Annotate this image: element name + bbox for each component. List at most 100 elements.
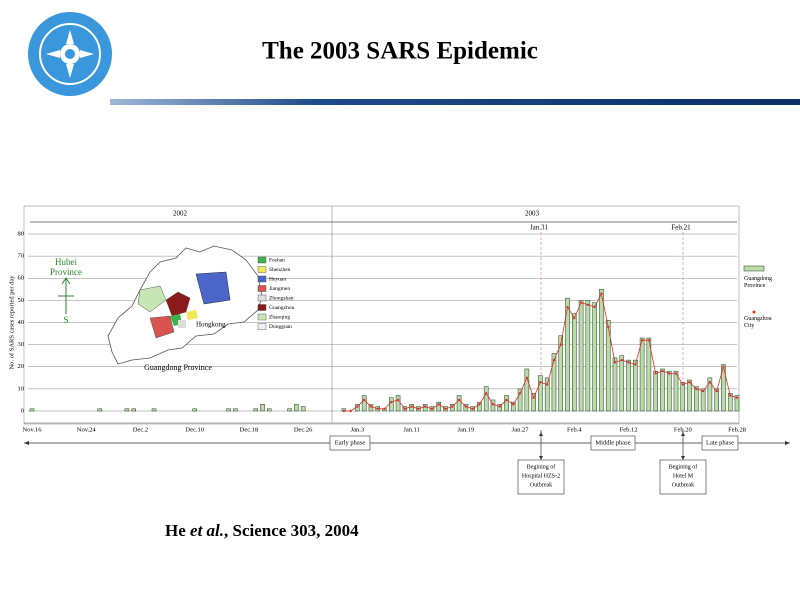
bar — [721, 364, 726, 412]
bar — [633, 359, 638, 412]
bar — [694, 386, 699, 412]
bar — [673, 370, 679, 412]
bar — [639, 337, 645, 412]
slide-title: The 2003 SARS Epidemic — [262, 38, 538, 65]
bar — [619, 355, 625, 412]
bar — [599, 289, 604, 412]
series-point — [403, 407, 407, 410]
bar — [192, 408, 197, 412]
y-tick-label: 50 — [18, 297, 25, 304]
legend-label: Guangdong Province — [744, 276, 772, 289]
series-point — [532, 396, 535, 399]
series-point — [512, 403, 515, 406]
series-point — [708, 381, 712, 384]
bar — [477, 401, 482, 412]
citation-author: He — [165, 521, 186, 540]
x-tick-label: Dec.10 — [185, 426, 204, 433]
phase-label: Early phase — [335, 439, 366, 446]
series-point — [552, 358, 556, 362]
bar — [565, 297, 570, 412]
phase-box — [590, 435, 636, 451]
citation: He et al., Science 303, 2004 — [165, 521, 359, 540]
series-point — [356, 405, 359, 408]
marker-label: Jan.31 — [530, 224, 549, 232]
series-point — [688, 381, 691, 384]
series-point — [423, 405, 427, 408]
compass-label: Province — [50, 267, 82, 277]
event-label: Begining of — [527, 463, 556, 470]
phase-box — [701, 435, 739, 451]
series-point — [681, 383, 684, 386]
event-label: Begining of — [669, 463, 698, 470]
series-point — [620, 358, 623, 362]
x-tick-label: Feb.12 — [620, 426, 638, 433]
series-point — [559, 343, 562, 346]
map-legend-swatch — [257, 323, 267, 330]
series-point — [396, 398, 400, 402]
y-tick-label: 10 — [18, 385, 25, 392]
bar — [687, 379, 692, 412]
bar — [97, 408, 103, 412]
event-box — [517, 459, 565, 495]
bar — [511, 401, 516, 412]
bar — [483, 386, 489, 412]
series-point — [607, 325, 610, 329]
series-point — [342, 409, 346, 413]
series-point — [376, 407, 379, 410]
bar — [551, 353, 557, 412]
bar — [517, 388, 523, 412]
series-point — [518, 392, 522, 395]
event-label: Hospital HZS-2 — [522, 473, 560, 479]
bar — [294, 404, 299, 412]
compass-label: S — [63, 315, 68, 325]
series-point — [647, 339, 651, 342]
bar — [388, 397, 394, 412]
x-tick-label: Nov.16 — [23, 426, 43, 433]
bar — [626, 359, 631, 412]
series-point — [478, 403, 481, 406]
bar — [29, 408, 35, 412]
bar — [287, 408, 292, 412]
series-point — [437, 403, 440, 406]
series-point — [573, 316, 576, 320]
series-point — [593, 305, 596, 309]
citation-etal: et al. — [190, 521, 224, 540]
series-point — [634, 363, 637, 366]
series-point — [362, 398, 366, 402]
map-legend-swatch — [257, 275, 267, 283]
bar — [253, 408, 258, 412]
bar — [300, 406, 306, 412]
map-legend-swatch — [257, 294, 267, 302]
bar — [605, 320, 611, 412]
bar — [538, 375, 543, 412]
bar — [260, 404, 265, 412]
bar — [151, 408, 157, 412]
y-tick-label: 80 — [18, 230, 25, 237]
bar — [361, 395, 367, 412]
marker-label: Feb.21 — [671, 224, 691, 232]
x-tick-label: Dec.2 — [133, 426, 148, 433]
series-point — [668, 372, 671, 375]
series-point — [627, 361, 630, 364]
map-legend-swatch — [257, 304, 267, 311]
bar — [700, 388, 706, 412]
bar — [612, 357, 618, 412]
bar — [734, 395, 740, 412]
event-label: Hotel M — [673, 473, 694, 479]
y-tick-label: 30 — [18, 341, 25, 348]
bar — [578, 300, 584, 412]
series-point — [613, 361, 617, 364]
series-point — [654, 372, 657, 375]
series-point — [369, 405, 373, 408]
citation-rest: , Science 303, 2004 — [224, 521, 359, 540]
series-point — [484, 392, 488, 395]
bar — [456, 395, 462, 412]
series-point — [661, 369, 664, 373]
x-tick-label: Dec.26 — [294, 426, 313, 433]
x-tick-label: Jan.11 — [403, 426, 420, 433]
series-point — [586, 303, 590, 306]
series-point — [410, 405, 413, 408]
period-label: 2002 — [173, 210, 188, 218]
series-point — [715, 389, 718, 393]
